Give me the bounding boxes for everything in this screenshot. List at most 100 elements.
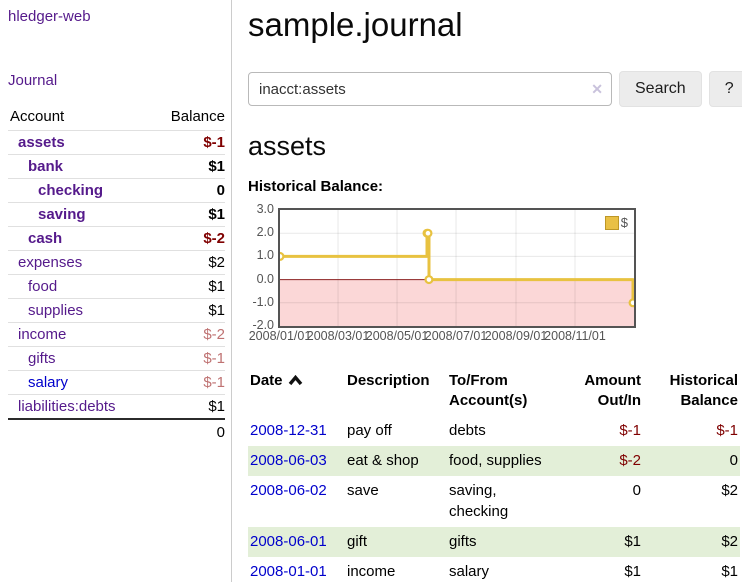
x-tick-label: 2008/03/01 bbox=[306, 329, 370, 343]
transaction-date-link[interactable]: 2008-06-03 bbox=[250, 451, 327, 469]
y-tick-label: 1.0 bbox=[256, 248, 274, 263]
register-table: Date Description To/From Account(s) Amou… bbox=[248, 369, 740, 587]
transaction-date-link[interactable]: 2008-12-31 bbox=[250, 422, 327, 439]
accounts-total-row: 0 bbox=[8, 418, 225, 445]
account-link[interactable]: bank bbox=[28, 158, 64, 175]
nav-journal-link[interactable]: Journal bbox=[8, 72, 58, 89]
account-row: salary $-1 bbox=[8, 371, 225, 395]
y-tick-label: -2.0 bbox=[252, 318, 274, 332]
search-form: ✕ Search ? bbox=[248, 71, 742, 107]
account-link[interactable]: liabilities:debts bbox=[18, 398, 116, 415]
account-row: food $1 bbox=[8, 275, 225, 299]
balance-chart: 3.0 2.0 1.0 0.0 -1.0 -2.0 $ 2008/01/01 2008/03… bbox=[248, 202, 742, 347]
legend-label: $ bbox=[620, 215, 628, 230]
account-link[interactable]: salary bbox=[28, 374, 69, 391]
transaction-description: income bbox=[347, 562, 396, 580]
page-title: sample.journal bbox=[248, 6, 463, 43]
transaction-amount: $1 bbox=[624, 562, 641, 580]
account-link[interactable]: assets bbox=[18, 134, 65, 151]
account-link[interactable]: food bbox=[28, 278, 58, 295]
y-tick-label: 2.0 bbox=[256, 225, 274, 240]
transaction-balance: $2 bbox=[721, 533, 738, 550]
account-balance: $-2 bbox=[203, 230, 225, 247]
accounts-table: Account Balance assets $-1 bank $1 bbox=[8, 104, 225, 445]
account-balance: $-2 bbox=[203, 326, 225, 343]
accounts-header-account: Account bbox=[10, 108, 65, 125]
accounts-total-balance: 0 bbox=[150, 418, 225, 445]
sort-ascending-icon bbox=[288, 372, 303, 389]
account-row: bank $1 bbox=[8, 155, 225, 179]
account-balance: $-1 bbox=[203, 134, 225, 151]
account-balance: $2 bbox=[208, 254, 225, 271]
account-link[interactable]: gifts bbox=[28, 350, 56, 367]
x-tick-label: 2008/07/01 bbox=[424, 329, 488, 343]
account-balance: $1 bbox=[208, 302, 225, 319]
register-row: 2008-12-31 pay off debts $-1 $-1 bbox=[248, 416, 740, 446]
transaction-accounts: debts bbox=[449, 422, 486, 439]
x-tick-label: 2008/11/01 bbox=[544, 329, 606, 343]
account-row: cash $-2 bbox=[8, 227, 225, 251]
accounts-header-row: Account Balance bbox=[8, 104, 225, 131]
transaction-accounts: gifts bbox=[449, 533, 477, 550]
account-link[interactable]: expenses bbox=[18, 254, 83, 271]
register-header-accounts: To/From Account(s) bbox=[449, 372, 528, 409]
register-header-description: Description bbox=[347, 372, 430, 389]
help-button[interactable]: ? bbox=[708, 71, 742, 107]
app-brand-link[interactable]: hledger-web bbox=[8, 8, 91, 25]
register-header-amount: Amount Out/In bbox=[584, 372, 641, 409]
transaction-description: save bbox=[347, 481, 379, 499]
account-row: gifts $-1 bbox=[8, 347, 225, 371]
chart-legend: $ bbox=[603, 214, 629, 231]
transaction-date-link[interactable]: 2008-06-02 bbox=[250, 481, 327, 499]
y-tick-label: 0.0 bbox=[256, 271, 274, 286]
x-tick-label: 2008/05/01 bbox=[365, 329, 429, 343]
account-row: liabilities:debts $1 bbox=[8, 395, 225, 419]
chart-canvas bbox=[275, 210, 638, 326]
register-header-date[interactable]: Date bbox=[248, 369, 345, 416]
transaction-balance: 0 bbox=[729, 451, 738, 469]
account-balance: $1 bbox=[208, 158, 225, 175]
chart-plot-area: $ bbox=[275, 208, 638, 328]
accounts-list: assets $-1 bank $1 checking 0 bbox=[8, 131, 225, 419]
transaction-date-link[interactable]: 2008-06-01 bbox=[250, 533, 327, 550]
y-tick-label: 3.0 bbox=[256, 202, 274, 216]
account-row: expenses $2 bbox=[8, 251, 225, 275]
main-content: sample.journal ✕ Search ? assets Histori… bbox=[248, 0, 742, 587]
account-balance: $1 bbox=[208, 398, 225, 415]
register-row: 2008-06-02 save saving, checking 0 $2 bbox=[248, 476, 740, 528]
transaction-amount: 0 bbox=[632, 481, 641, 499]
transaction-description: eat & shop bbox=[347, 451, 419, 469]
account-balance: $1 bbox=[208, 278, 225, 295]
account-link[interactable]: supplies bbox=[28, 302, 84, 319]
transaction-description: pay off bbox=[347, 422, 392, 439]
account-link[interactable]: cash bbox=[28, 230, 63, 247]
account-balance: $-1 bbox=[203, 374, 225, 391]
transaction-accounts: saving, checking bbox=[449, 481, 509, 521]
accounts-header-balance: Balance bbox=[170, 108, 225, 125]
search-input[interactable] bbox=[248, 72, 612, 106]
account-row: supplies $1 bbox=[8, 299, 225, 323]
register-header-balance: Historical Balance bbox=[669, 372, 738, 409]
transaction-balance: $1 bbox=[721, 562, 738, 580]
account-row: assets $-1 bbox=[8, 131, 225, 155]
account-link[interactable]: checking bbox=[38, 182, 104, 199]
register-row: 2008-06-01 gift gifts $1 $2 bbox=[248, 527, 740, 557]
y-tick-label: -1.0 bbox=[252, 294, 274, 309]
sidebar: hledger-web Journal Account Balance asse… bbox=[0, 0, 232, 582]
chart-heading: Historical Balance: bbox=[248, 178, 384, 195]
register-row: 2008-01-01 income salary $1 $1 bbox=[248, 557, 740, 587]
account-balance: 0 bbox=[216, 182, 225, 199]
transaction-date-link[interactable]: 2008-01-01 bbox=[250, 562, 327, 580]
search-button[interactable]: Search bbox=[619, 71, 702, 107]
clear-search-icon[interactable]: ✕ bbox=[591, 81, 603, 97]
account-row: checking 0 bbox=[8, 179, 225, 203]
account-balance: $-1 bbox=[203, 350, 225, 367]
account-heading: assets bbox=[248, 131, 327, 161]
account-link[interactable]: saving bbox=[38, 206, 86, 223]
register-rows: 2008-12-31 pay off debts $-1 $-1 2008-06… bbox=[248, 416, 740, 587]
account-row: saving $1 bbox=[8, 203, 225, 227]
transaction-description: gift bbox=[347, 533, 368, 550]
x-tick-label: 2008/01/01 bbox=[248, 329, 312, 343]
account-link[interactable]: income bbox=[18, 326, 67, 343]
transaction-amount: $-2 bbox=[619, 451, 641, 469]
